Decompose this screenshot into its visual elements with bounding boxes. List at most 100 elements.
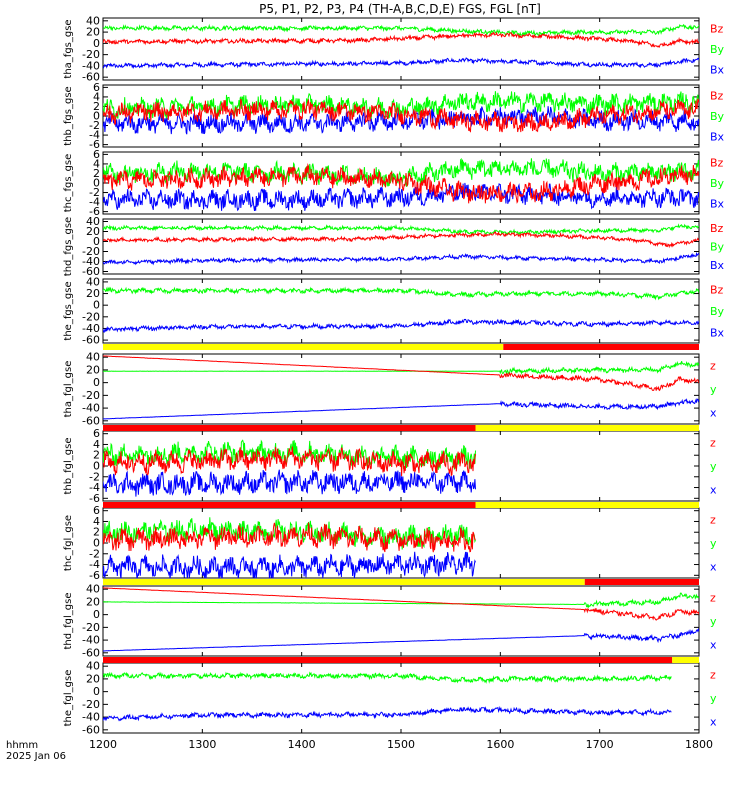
y-tick-label: -40 <box>82 255 100 268</box>
status-bar-segment <box>103 502 476 508</box>
y-tick-label: 2 <box>93 100 100 113</box>
status-bar <box>103 657 699 663</box>
x-tick-label: 1700 <box>586 738 614 751</box>
chart-title: P5, P1, P2, P3, P4 (TH-A,B,C,D,E) FGS, F… <box>259 2 541 16</box>
legend-By: By <box>710 241 725 254</box>
y-tick-label: -6 <box>89 492 100 505</box>
y-tick-label: -4 <box>89 129 100 142</box>
y-tick-label: -2 <box>89 470 100 483</box>
legend-y: y <box>710 460 717 473</box>
series-line-z <box>103 522 476 553</box>
y-tick-label: -40 <box>82 711 100 724</box>
y-tick-label: 40 <box>86 275 100 288</box>
panel-ylabel: thd_fgs_gse <box>63 217 74 276</box>
y-tick-label: 40 <box>86 660 100 673</box>
series-line-x <box>103 705 672 722</box>
panel-series <box>103 671 672 722</box>
y-tick-label: -20 <box>82 48 100 61</box>
legend-Bz: Bz <box>710 156 724 169</box>
y-tick-label: -40 <box>82 59 100 72</box>
y-tick-label: 0 <box>93 685 100 698</box>
legend-Bx: Bx <box>710 64 725 77</box>
y-tick-label: -20 <box>82 389 100 402</box>
y-tick-label: 0 <box>93 376 100 389</box>
panel-series <box>103 517 476 578</box>
panel-ylabel: tha_fgs_gse <box>63 19 74 78</box>
series-line-Bz <box>103 163 699 204</box>
x-axis-label-line-2: 2025 Jan 06 <box>6 751 66 762</box>
y-tick-label: 2 <box>93 167 100 180</box>
y-tick-label: 0 <box>93 608 100 621</box>
legend-y: y <box>710 615 717 628</box>
panel-ylabel: the_fgs_gse <box>63 281 74 340</box>
series-line-x <box>103 398 699 420</box>
y-tick-label: 6 <box>93 81 100 94</box>
legend-By: By <box>710 177 725 190</box>
y-tick-label: 2 <box>93 526 100 539</box>
panel-ylabel: thb_fgl_gse <box>63 438 74 495</box>
status-bar <box>103 344 699 350</box>
legend-y: y <box>710 692 717 705</box>
y-tick-label: -6 <box>89 205 100 218</box>
legend-Bz: Bz <box>710 222 724 235</box>
status-bar-segment <box>103 657 673 663</box>
status-bar <box>103 579 699 585</box>
series-line-z <box>103 355 699 392</box>
panel-ylabel: tha_fgl_gse <box>63 361 74 418</box>
y-tick-label: 20 <box>86 287 100 300</box>
legend-z: z <box>710 669 716 682</box>
x-tick-label: 1200 <box>89 738 117 751</box>
y-tick-label: 0 <box>93 110 100 123</box>
y-tick-label: 40 <box>86 14 100 27</box>
y-tick-label: 2 <box>93 449 100 462</box>
panel-series <box>103 23 699 70</box>
legend-Bx: Bx <box>710 198 725 211</box>
y-tick-label: 20 <box>86 225 100 238</box>
status-bar-segment <box>103 579 585 585</box>
legend-By: By <box>710 305 725 318</box>
series-line-Bz <box>103 230 699 249</box>
y-tick-label: 4 <box>93 157 100 170</box>
series-line-By <box>103 223 699 236</box>
legend-z: z <box>710 514 716 527</box>
y-tick-label: -4 <box>89 481 100 494</box>
legend-Bz: Bz <box>710 22 724 35</box>
y-tick-label: 20 <box>86 26 100 39</box>
legend-Bx: Bx <box>710 326 725 339</box>
y-tick-label: 6 <box>93 427 100 440</box>
series-line-Bx <box>103 57 699 70</box>
x-tick-label: 1500 <box>387 738 415 751</box>
status-bar-segment <box>672 657 699 663</box>
series-line-y <box>103 439 476 470</box>
status-bar-segment <box>475 502 699 508</box>
y-tick-label: 20 <box>86 672 100 685</box>
legend-z: z <box>710 437 716 450</box>
series-line-z <box>103 446 476 477</box>
y-tick-label: -40 <box>82 322 100 335</box>
panel-series <box>103 587 699 652</box>
y-tick-label: 0 <box>93 537 100 550</box>
legend-x: x <box>710 406 717 419</box>
y-tick-label: -20 <box>82 245 100 258</box>
series-line-Bx <box>103 318 699 333</box>
y-tick-label: -20 <box>82 698 100 711</box>
y-tick-label: 0 <box>93 37 100 50</box>
y-tick-label: -20 <box>82 310 100 323</box>
y-tick-label: -20 <box>82 621 100 634</box>
panel-ylabel: thc_fgs_gse <box>63 154 74 213</box>
legend-y: y <box>710 537 717 550</box>
legend-z: z <box>710 592 716 605</box>
series-line-By <box>103 23 699 37</box>
y-tick-label: -40 <box>82 634 100 647</box>
status-bar-segment <box>584 579 699 585</box>
panel-frame <box>102 353 700 425</box>
series-line-x <box>103 551 476 578</box>
series-line-Bz <box>103 31 699 49</box>
